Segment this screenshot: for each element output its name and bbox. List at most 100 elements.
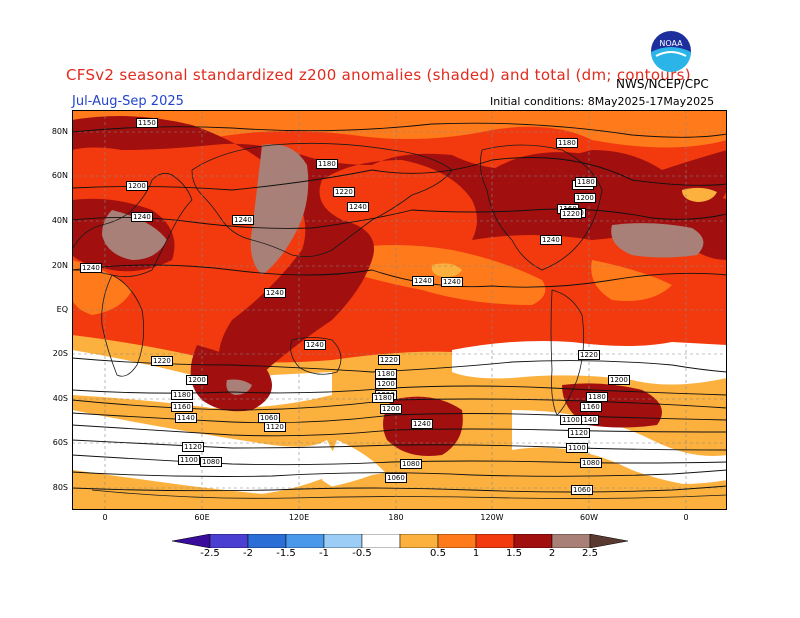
lon-label-0-east: 0 [683,513,689,522]
contour-label: 1180 [586,392,608,402]
lat-label-80s: 80S [52,483,68,492]
contour-label: 1200 [126,181,148,191]
contour-label: 1180 [556,138,578,148]
colorbar-segment [247,534,287,548]
lon-label-60w: 60W [579,513,599,522]
contour-label: 1080 [580,458,602,468]
colorbar-tick-label: -2.5 [200,548,220,559]
colorbar-segment [285,534,325,548]
colorbar-segment [551,534,591,548]
contour-label: 1120 [568,428,590,438]
colorbar-tick-label: 2 [548,548,556,559]
shade-orange-sa [591,260,672,301]
shade-orange-far-south [72,460,727,510]
map-frame [72,110,727,510]
contour-label: 1200 [608,375,630,385]
shade-yellow-pacific [431,263,462,278]
shade-darkred-indian [190,345,272,412]
colorbar-segment [399,534,439,548]
contour-label: 1180 [375,369,397,379]
contour-label: 1220 [151,356,173,366]
lon-label-180: 180 [388,513,404,522]
contour-label: 1240 [411,419,433,429]
lon-label-0: 0 [102,513,108,522]
contour-label: 1220 [560,209,582,219]
contour-label: 1180 [372,393,394,403]
colorbar-segment [361,534,401,548]
lat-label-80n: 80N [51,127,68,136]
contour-label: 1120 [182,442,204,452]
contour-label: 1240 [80,263,102,273]
contour-label: 1240 [540,235,562,245]
colorbar-tick-label: 1.5 [506,548,522,559]
contour-label: 1060 [571,485,593,495]
contour-label: 1180 [171,390,193,400]
agency-label: NWS/NCEP/CPC [616,77,709,91]
contour-label: 1080 [200,457,222,467]
shade-brown-2 [102,210,167,260]
contour-label: 1180 [316,159,338,169]
contour-label: 1160 [171,402,193,412]
contour-label: 1240 [412,276,434,286]
contour-label: 1240 [264,288,286,298]
shade-brown-3 [611,223,704,258]
contour-label: 1180 [575,177,597,187]
contour-label: 1240 [441,277,463,287]
contour-label: 1220 [578,350,600,360]
lat-label-20s: 20S [52,349,68,358]
contour-label: 1100 [566,443,588,453]
colorbar-segment [437,534,477,548]
contour-label: 1240 [131,212,153,222]
shade-yellow-patch [682,187,717,202]
lon-label-60e: 60E [194,513,210,522]
shade-brown-4 [226,379,252,395]
contour-label: 1200 [186,375,208,385]
contour-label: 1240 [304,340,326,350]
shade-orange-north [72,110,727,148]
chart-title: CFSv2 seasonal standardized z200 anomali… [66,66,691,84]
colorbar-tick-label: 1 [472,548,480,559]
contour-label: 1160 [580,402,602,412]
contour-label: 1060 [385,473,407,483]
colorbar-tick-label: -0.5 [352,548,372,559]
lat-label-20n: 20N [51,261,68,270]
anomaly-map [72,110,727,510]
contour-label: 1200 [380,404,402,414]
colorbar-segment [172,534,211,548]
shade-brown-1 [250,144,309,275]
colorbar-tick-label: -2 [243,548,253,559]
noaa-logo: NOAA [651,31,691,72]
logo-text: NOAA [659,39,683,48]
initial-conditions: Initial conditions: 8May2025-17May2025 [490,95,715,108]
contour-label: 1220 [378,355,400,365]
colorbar-tick-label: -1 [319,548,329,559]
shade-orange-atlantic [72,260,132,315]
lon-label-120e: 120E [288,513,310,522]
colorbar-tick-label: 0.5 [430,548,446,559]
contour-label: 1240 [347,202,369,212]
lat-label-60s: 60S [52,438,68,447]
lat-label-60n: 60N [51,171,68,180]
colorbar-segment [475,534,515,548]
colorbar [172,534,628,548]
colorbar-tick-label: -1.5 [276,548,296,559]
shade-darkred-east [670,195,727,260]
shade-white-south-4 [452,341,727,385]
contour-label: 1080 [400,459,422,469]
lon-label-120w: 120W [480,513,504,522]
colorbar-tick-label: 2.5 [582,548,598,559]
contour-label: 1220 [333,187,355,197]
contour-label: 1150 [136,118,158,128]
forecast-period: Jul-Aug-Sep 2025 [72,94,184,109]
contour-label: 1200 [375,379,397,389]
contour-label: 1200 [574,193,596,203]
coastlines [72,142,727,499]
shade-white-south-2 [72,410,342,495]
shade-darkred-eurasia [492,152,662,202]
contour-label: 1100 [560,415,582,425]
contour-label: 1120 [264,422,286,432]
colorbar-segment [513,534,553,548]
colorbar-segment [589,534,628,548]
colorbar-segment [323,534,363,548]
lat-label-40s: 40S [52,394,68,403]
